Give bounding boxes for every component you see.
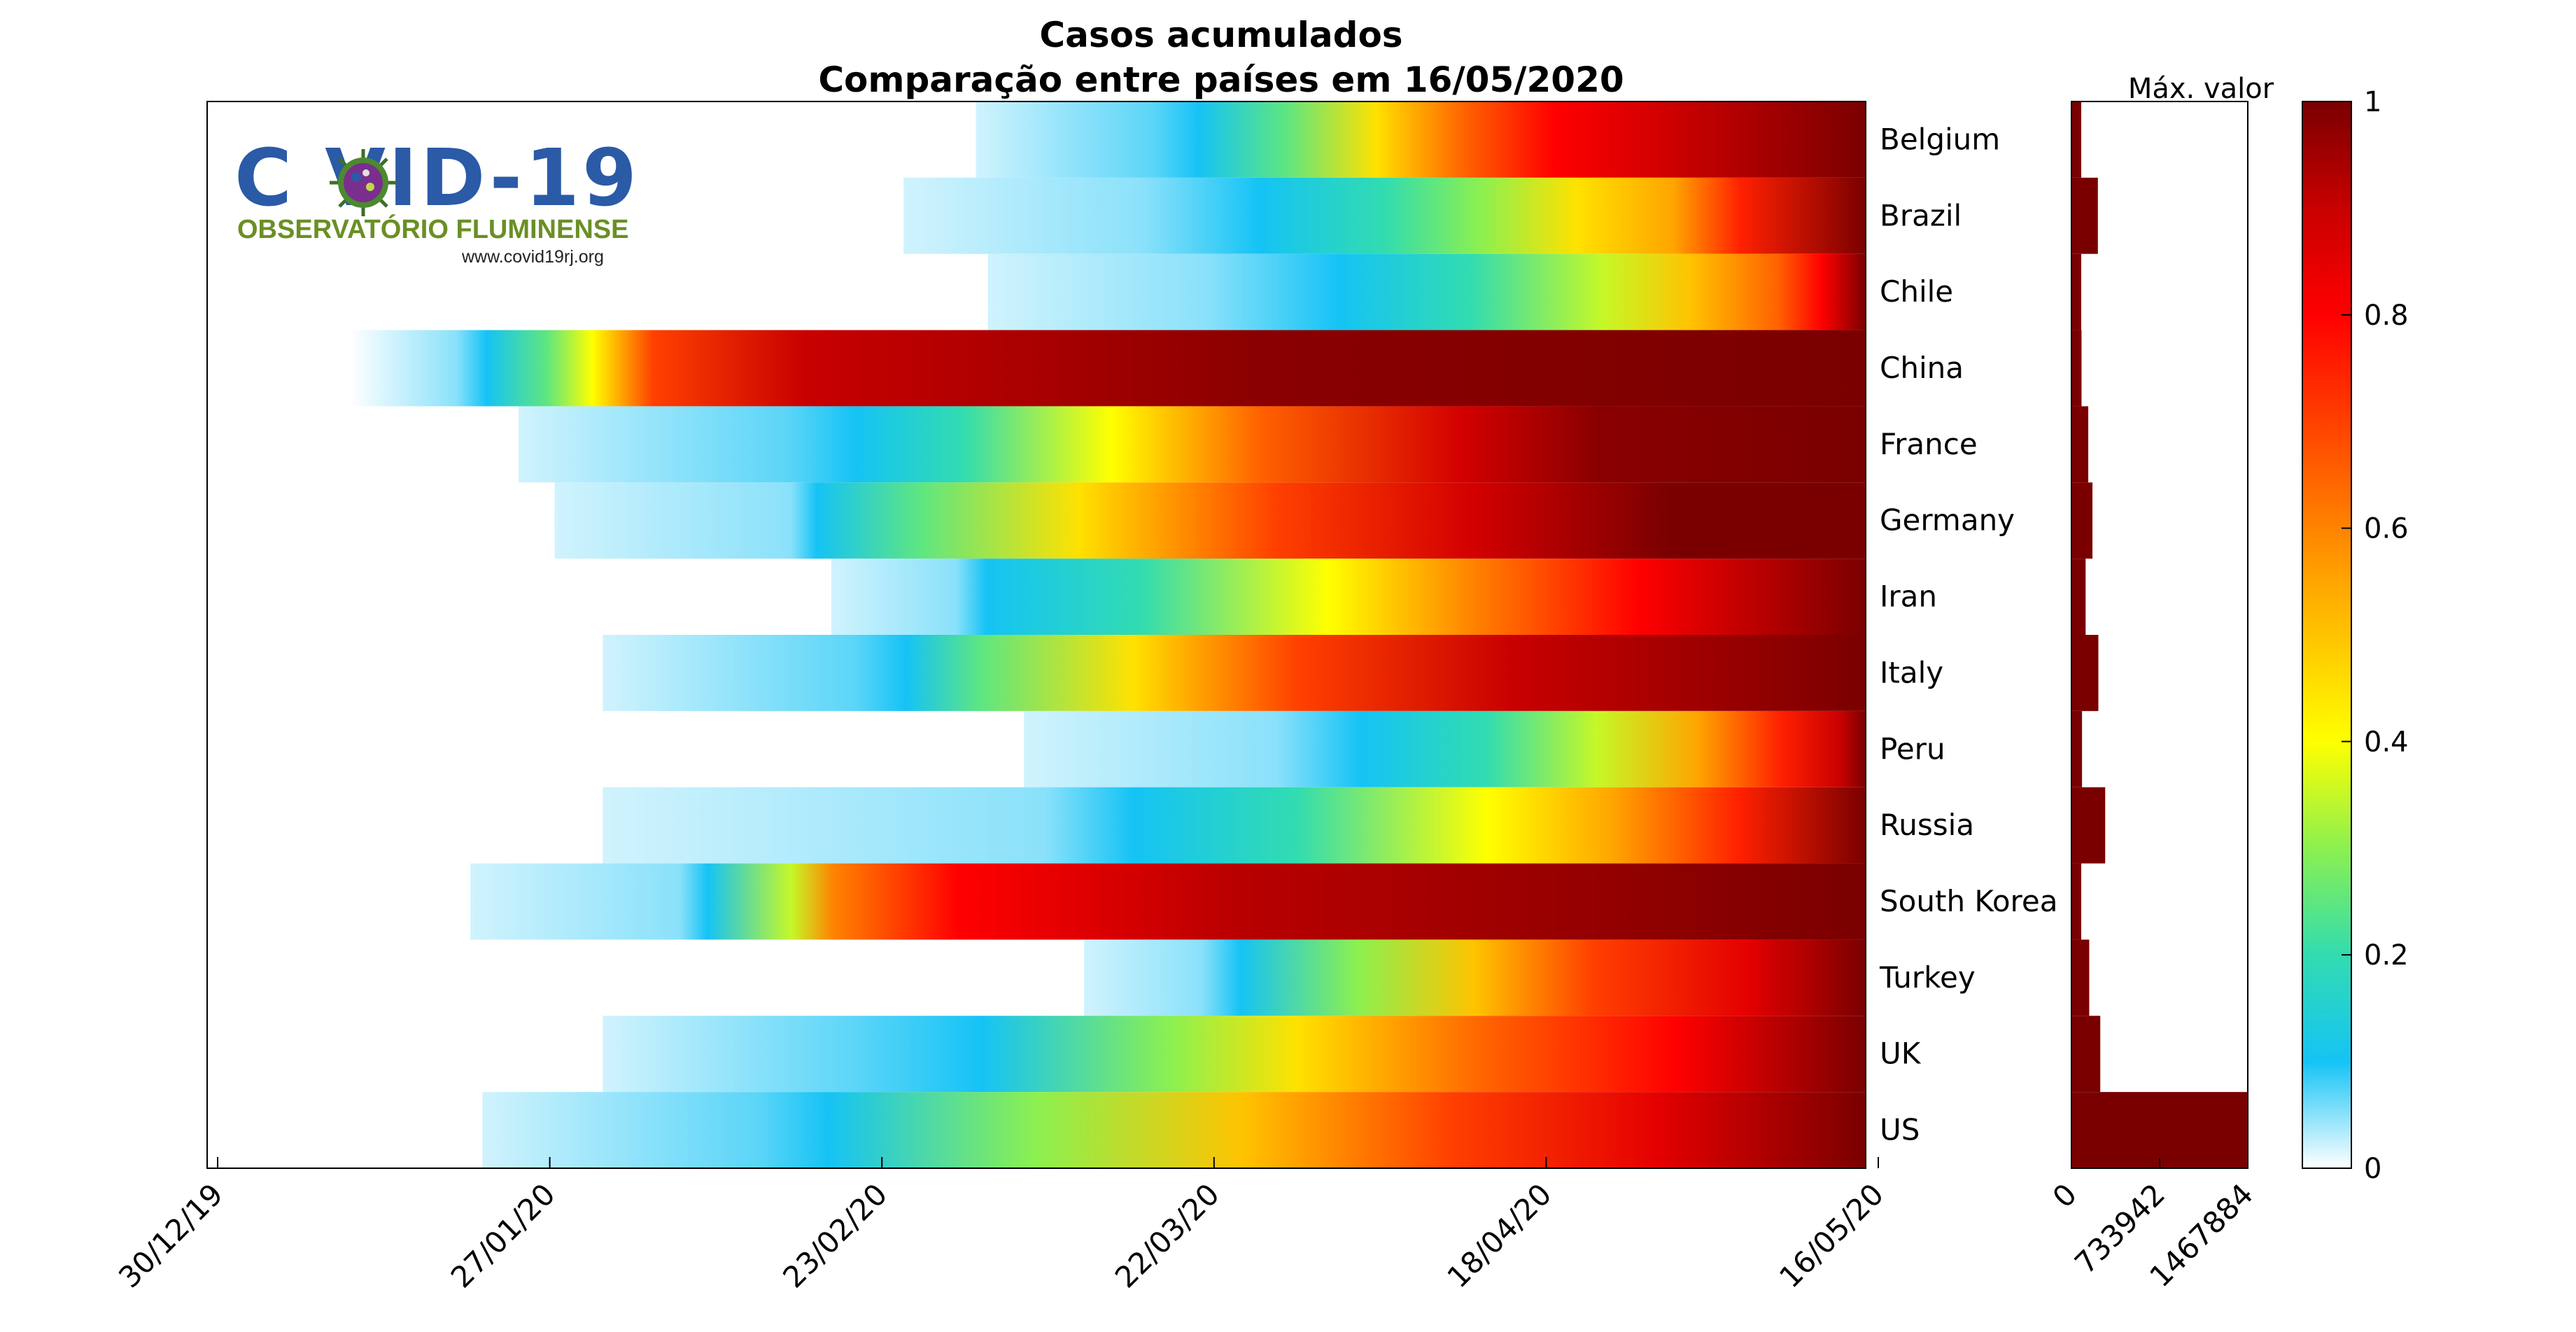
colorbar-tick-label: 0.8 xyxy=(2364,300,2409,332)
heatmap-row-germany xyxy=(554,482,1866,559)
bar-chile xyxy=(2071,253,2081,330)
row-label: Chile xyxy=(1880,274,1953,309)
colorbar-tick-label: 0.6 xyxy=(2364,513,2409,545)
chart-title: Casos acumulados xyxy=(1039,15,1403,55)
heatmap-row-iran xyxy=(831,559,1866,635)
x-tick-label: 30/12/19 xyxy=(112,1177,230,1294)
bar-brazil xyxy=(2071,177,2098,254)
bar-italy xyxy=(2071,635,2099,711)
bar-germany xyxy=(2071,482,2093,559)
bar-axis-label: Máx. valor xyxy=(2128,73,2274,105)
heatmap-row-brazil xyxy=(903,177,1866,254)
heatmap-row-chile xyxy=(987,253,1866,330)
heatmap-row-russia xyxy=(603,787,1866,864)
row-label: France xyxy=(1880,427,1978,461)
colorbar-tick-label: 0.4 xyxy=(2364,726,2409,758)
heatmap-rows xyxy=(350,101,1866,1168)
chart-title-block: Casos acumulados Comparação entre países… xyxy=(0,13,2442,102)
virus-icon xyxy=(330,149,397,216)
bar-us xyxy=(2071,1092,2248,1168)
bar-france xyxy=(2071,406,2089,483)
row-label: Turkey xyxy=(1879,960,1976,995)
bar-russia xyxy=(2071,787,2106,864)
covid19-logo: C VID-19 OBSERVATÓRIO FLUMINENSE www.cov… xyxy=(234,136,654,276)
logo-subtitle: OBSERVATÓRIO FLUMINENSE xyxy=(237,215,629,244)
bar-china xyxy=(2071,330,2082,407)
x-tick-label: 23/02/20 xyxy=(776,1177,894,1294)
heatmap-row-belgium xyxy=(976,101,1866,178)
colorbar-tick-label: 1 xyxy=(2364,86,2381,118)
bar-peru xyxy=(2071,710,2083,787)
heatmap-row-uk xyxy=(603,1016,1866,1093)
colorbar-axis: 0 0.2 0.4 0.6 0.8 1 xyxy=(2342,86,2409,1185)
row-label: US xyxy=(1880,1113,1920,1147)
row-label: Russia xyxy=(1880,808,1974,842)
bar-chart xyxy=(2071,101,2248,1168)
chart-subtitle: Comparação entre países em 16/05/2020 xyxy=(818,59,1624,100)
x-tick-label: 27/01/20 xyxy=(444,1177,562,1294)
bar-south-korea xyxy=(2071,863,2081,940)
row-label: Brazil xyxy=(1880,198,1962,232)
row-label: UK xyxy=(1880,1037,1922,1071)
logo-url: www.covid19rj.org xyxy=(462,247,604,267)
row-label: Germany xyxy=(1880,503,2015,538)
heatmap-row-turkey xyxy=(1084,939,1866,1016)
heatmap-row-italy xyxy=(603,635,1866,711)
row-labels: Belgium Brazil Chile China France Germany Iran… xyxy=(1879,122,2057,1147)
bar-belgium xyxy=(2071,101,2081,178)
heatmap-row-us xyxy=(482,1092,1866,1168)
x-tick-label: 16/05/20 xyxy=(1773,1177,1890,1294)
colorbar-tick-label: 0 xyxy=(2364,1153,2381,1185)
row-label: China xyxy=(1880,351,1964,385)
logo-title: C VID-19 xyxy=(234,133,640,224)
bar-x-tick-label: 0 xyxy=(2046,1177,2084,1214)
row-label: Peru xyxy=(1880,731,1945,766)
row-label: Iran xyxy=(1880,580,1937,614)
row-label: Italy xyxy=(1880,655,1943,689)
heatmap-row-france xyxy=(518,406,1866,483)
bar-turkey xyxy=(2071,939,2090,1016)
colorbar-tick-label: 0.2 xyxy=(2364,939,2409,972)
bar-iran xyxy=(2071,559,2086,635)
heatmap-row-south-korea xyxy=(470,863,1866,940)
row-label: Belgium xyxy=(1880,122,2000,156)
heatmap-row-china xyxy=(350,330,1866,407)
x-tick-label: 22/03/20 xyxy=(1108,1177,1226,1294)
heatmap-row-peru xyxy=(1024,710,1866,787)
x-axis: 30/12/19 27/01/20 23/02/20 22/03/20 18/04/20… xyxy=(112,1157,1890,1294)
x-tick-label: 18/04/20 xyxy=(1440,1177,1558,1294)
row-label: South Korea xyxy=(1880,884,2057,918)
bar-uk xyxy=(2071,1016,2101,1093)
colorbar xyxy=(2302,101,2352,1169)
